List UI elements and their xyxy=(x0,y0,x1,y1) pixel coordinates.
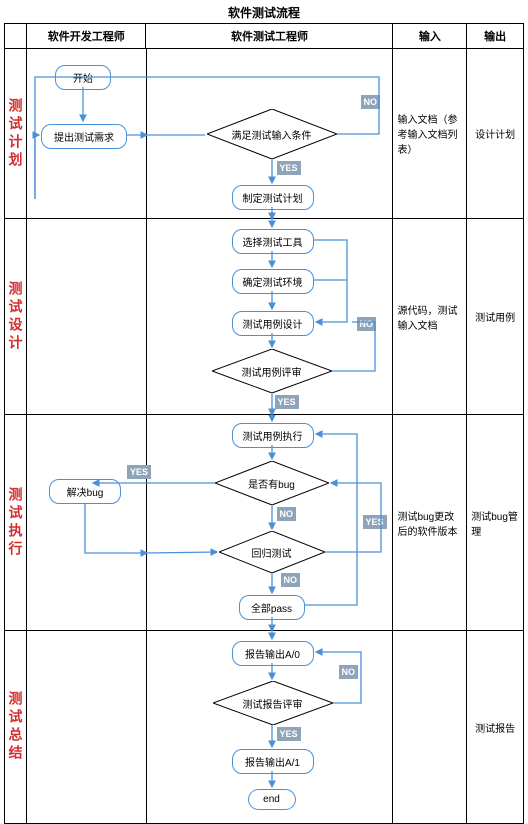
tag-yes-4: YES xyxy=(277,727,301,741)
node-report-review: 测试报告评审 xyxy=(213,681,333,725)
lane-dev-design xyxy=(27,219,147,414)
tag-yes-2: YES xyxy=(275,395,299,409)
row-plan: 测试计划 开始 提出测试需求 满足测试输入条件 NO YES 制定测试计划 xyxy=(5,49,523,219)
node-select-tool: 选择测试工具 xyxy=(232,229,314,254)
lane-output-design: 测试用例 xyxy=(467,219,523,414)
node-env: 确定测试环境 xyxy=(232,269,314,294)
lane-output-plan: 设计计划 xyxy=(467,49,523,218)
lane-dev-plan: 开始 提出测试需求 xyxy=(27,49,147,218)
lane-test-plan: 满足测试输入条件 NO YES 制定测试计划 xyxy=(147,49,394,218)
lane-test-summary: 报告输出A/0 测试报告评审 NO YES 报告输出A/1 end xyxy=(147,631,394,823)
lane-input-exec: 测试bug更改后的软件版本 xyxy=(393,415,467,630)
tag-no-1: NO xyxy=(361,95,381,109)
lane-output-summary: 测试报告 xyxy=(467,631,523,823)
row-label-exec: 测试执行 xyxy=(5,415,27,630)
node-submit-req: 提出测试需求 xyxy=(41,124,127,149)
node-regress: 回归测试 xyxy=(219,531,325,573)
lane-input-summary xyxy=(393,631,467,823)
node-case-design: 测试用例设计 xyxy=(232,311,314,336)
node-start: 开始 xyxy=(55,65,111,90)
node-end: end xyxy=(248,789,296,810)
lane-input-design: 源代码，测试输入文档 xyxy=(393,219,467,414)
row-exec: 测试执行 解决bug YES 测试用例执行 是否有bug NO YES 回归测试… xyxy=(5,415,523,631)
swimlane-grid: 软件开发工程师 软件测试工程师 输入 输出 测试计划 开始 提出测试需求 满足测… xyxy=(4,23,524,824)
header-blank xyxy=(5,24,27,48)
lane-test-exec: 测试用例执行 是否有bug NO YES 回归测试 NO 全部pass xyxy=(147,415,394,630)
tag-yes-reg: YES xyxy=(363,515,387,529)
node-report-a0: 报告输出A/0 xyxy=(232,641,314,666)
node-cond-input: 满足测试输入条件 xyxy=(207,109,337,159)
tag-no-2: NO xyxy=(357,317,377,331)
page-title: 软件测试流程 xyxy=(0,0,528,23)
header-test: 软件测试工程师 xyxy=(146,24,393,48)
header-input: 输入 xyxy=(393,24,467,48)
tag-no-bug: NO xyxy=(277,507,297,521)
node-all-pass: 全部pass xyxy=(239,595,305,620)
lane-dev-summary xyxy=(27,631,147,823)
row-label-design: 测试设计 xyxy=(5,219,27,414)
tag-no-4: NO xyxy=(339,665,359,679)
tag-yes-1: YES xyxy=(277,161,301,175)
lane-test-design: 选择测试工具 确定测试环境 测试用例设计 测试用例评审 NO YES xyxy=(147,219,394,414)
node-make-plan: 制定测试计划 xyxy=(232,185,314,210)
node-report-a1: 报告输出A/1 xyxy=(232,749,314,774)
node-has-bug: 是否有bug xyxy=(215,461,329,505)
tag-no-reg: NO xyxy=(281,573,301,587)
row-label-plan: 测试计划 xyxy=(5,49,27,218)
node-fix-bug: 解决bug xyxy=(49,479,121,504)
row-label-summary: 测试总结 xyxy=(5,631,27,823)
header-dev: 软件开发工程师 xyxy=(27,24,147,48)
lane-dev-exec: 解决bug YES xyxy=(27,415,147,630)
node-case-review: 测试用例评审 xyxy=(212,349,332,393)
row-summary: 测试总结 报告输出A/0 测试报告评审 NO YES 报告输出A/1 end xyxy=(5,631,523,823)
lane-output-exec: 测试bug管理 xyxy=(467,415,523,630)
header-row: 软件开发工程师 软件测试工程师 输入 输出 xyxy=(5,24,523,49)
lane-input-plan: 输入文档（参考输入文档列表） xyxy=(393,49,467,218)
node-exec-case: 测试用例执行 xyxy=(232,423,314,448)
row-design: 测试设计 选择测试工具 确定测试环境 测试用例设计 测试用例评审 NO YES xyxy=(5,219,523,415)
header-output: 输出 xyxy=(467,24,523,48)
